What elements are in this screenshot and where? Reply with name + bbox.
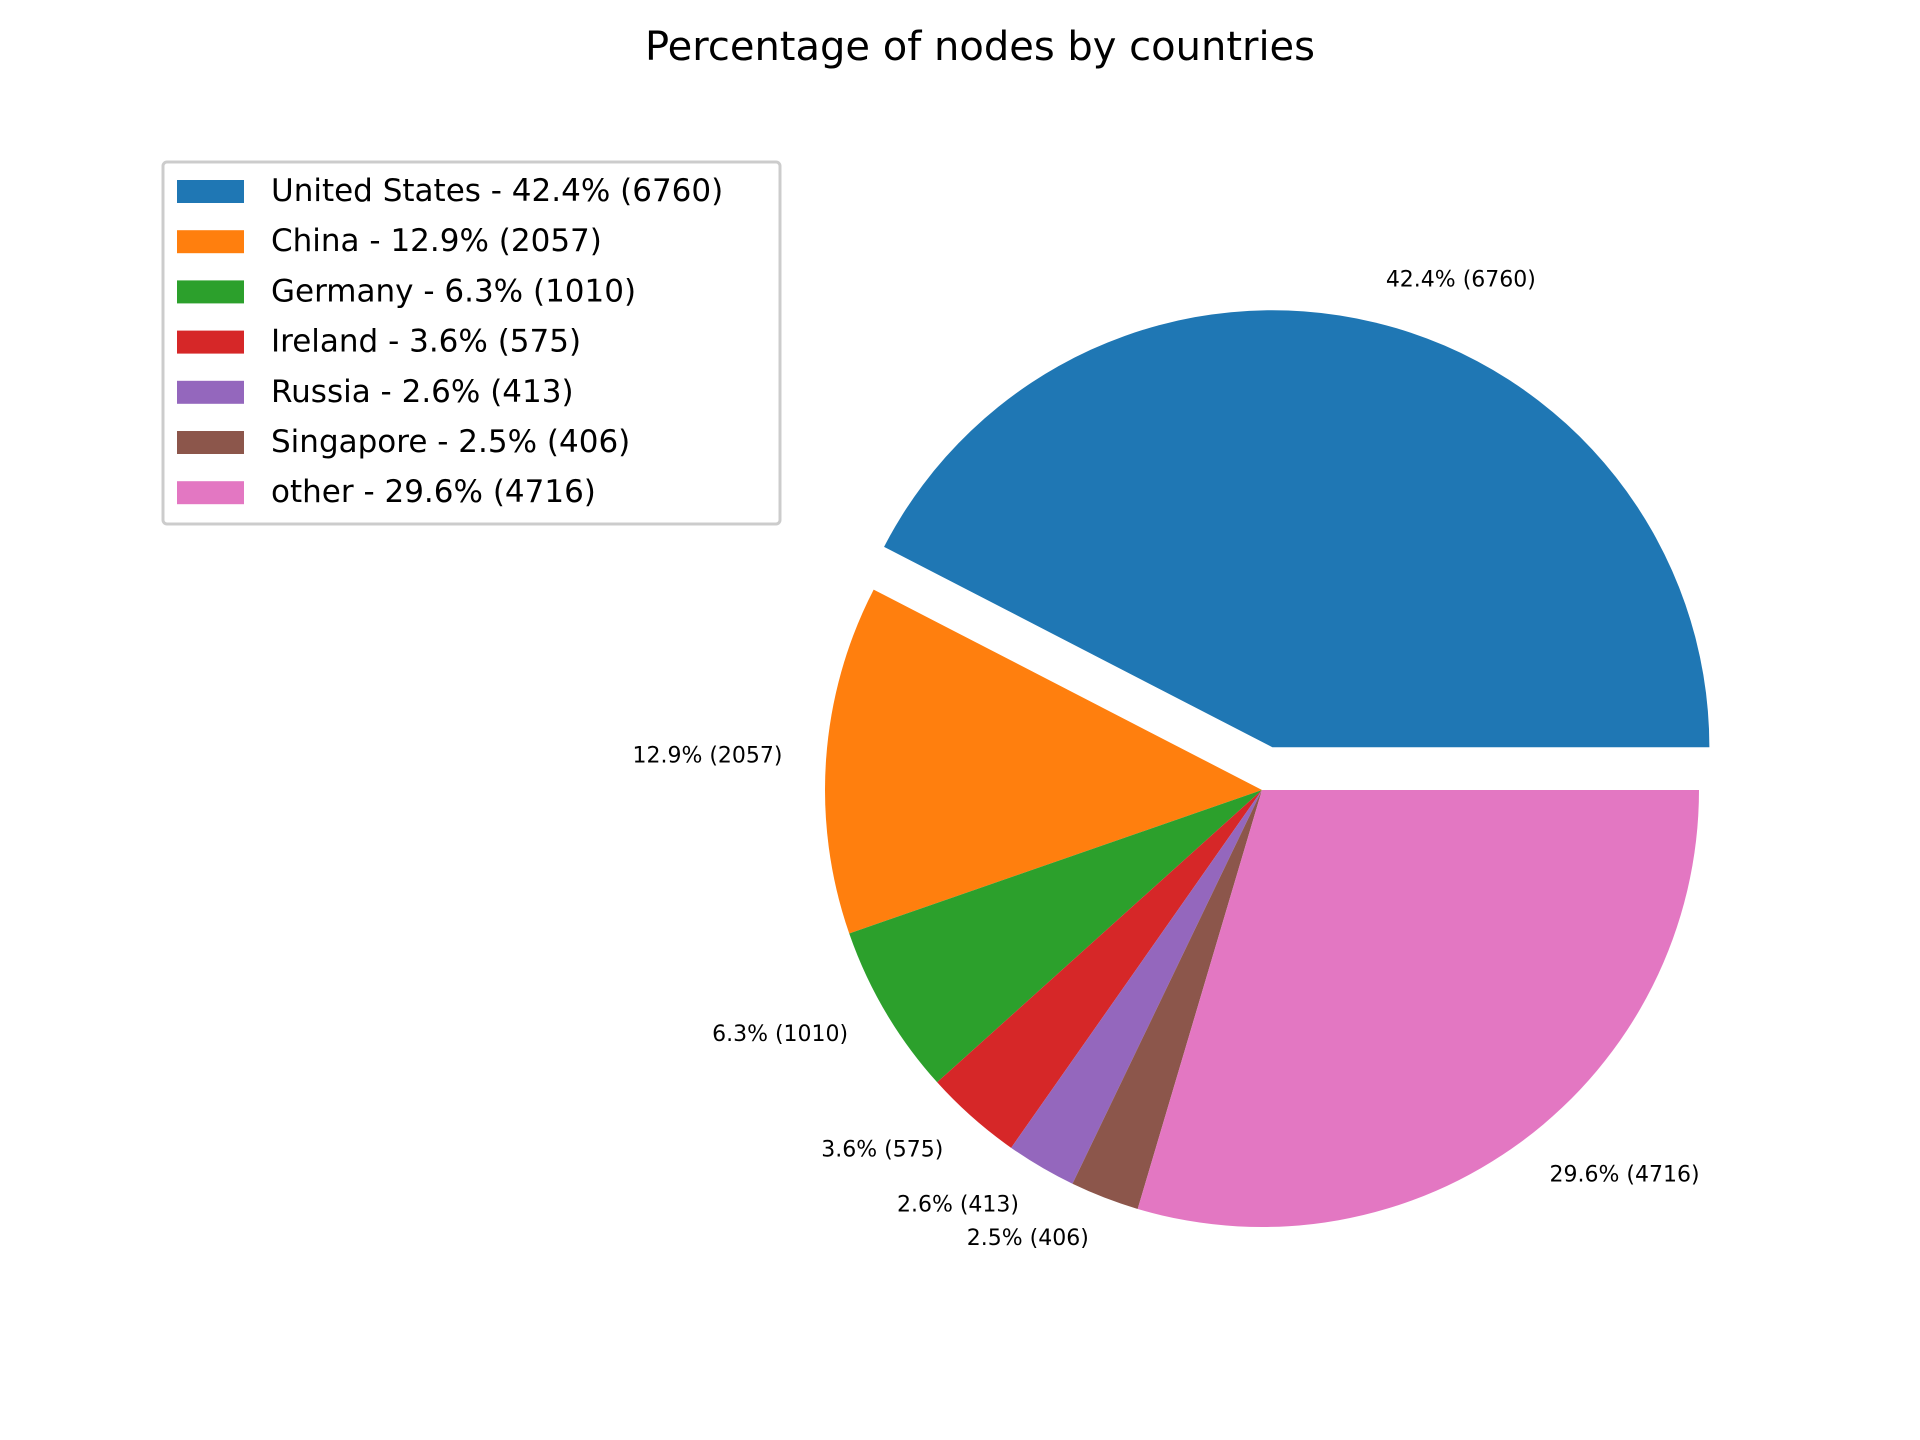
data-label-ireland: 3.6% (575) [821, 1137, 943, 1162]
legend-swatch-germany [177, 280, 244, 304]
pie-slice-united-states [884, 310, 1710, 748]
pie-slice-ireland [937, 790, 1262, 1148]
pie-slices [824, 310, 1710, 1227]
data-label-other: 29.6% (4716) [1550, 1163, 1700, 1188]
pie-slice-germany [849, 790, 1262, 1083]
legend-swatch-other [177, 481, 244, 505]
data-label-russia: 2.6% (413) [897, 1192, 1019, 1217]
legend-label-other: other - 29.6% (4716) [271, 474, 596, 510]
chart-title: Percentage of nodes by countries [645, 24, 1315, 70]
data-label-china: 12.9% (2057) [632, 743, 782, 768]
pie-slice-china [824, 589, 1262, 934]
legend-swatch-russia [177, 380, 244, 404]
pie-slice-russia [1011, 790, 1262, 1184]
legend-frame [161, 160, 782, 526]
data-label-united-states: 42.4% (6760) [1386, 268, 1536, 293]
legend-label-ireland: Ireland - 3.6% (575) [271, 324, 581, 360]
legend-label-singapore: Singapore - 2.5% (406) [271, 424, 630, 460]
legend-label-germany: Germany - 6.3% (1010) [271, 273, 636, 309]
legend-label-united-states: United States - 42.4% (6760) [271, 173, 723, 209]
slice-data-labels: 42.4% (6760) 12.9% (2057) 6.3% (1010) 3.6% … [632, 268, 1699, 1251]
pie-slice-singapore [1072, 790, 1262, 1209]
legend-label-china: China - 12.9% (2057) [271, 223, 602, 259]
legend-swatch-china [177, 230, 244, 254]
data-label-singapore: 2.5% (406) [967, 1226, 1089, 1251]
legend: United States - 42.4% (6760) China - 12.9… [161, 160, 782, 526]
data-label-germany: 6.3% (1010) [712, 1022, 848, 1047]
legend-swatch-singapore [177, 431, 244, 454]
legend-swatch-ireland [177, 330, 244, 354]
legend-label-russia: Russia - 2.6% (413) [271, 374, 574, 410]
legend-swatch-united-states [177, 180, 244, 203]
pie-slice-other [1137, 790, 1699, 1227]
